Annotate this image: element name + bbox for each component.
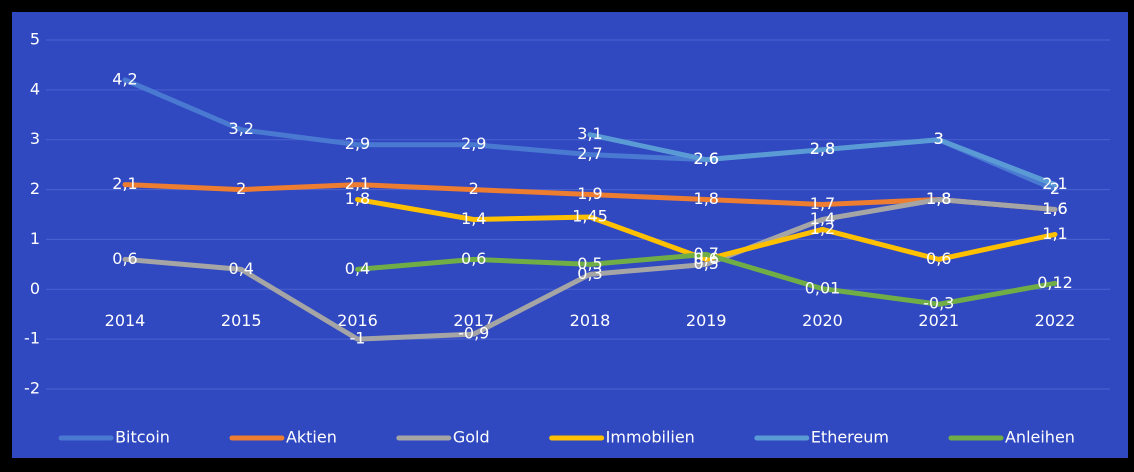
data-label: 1,4 bbox=[461, 209, 486, 228]
y-tick-label: 4 bbox=[30, 79, 40, 98]
data-label: 2,8 bbox=[810, 139, 835, 158]
data-label: 1,8 bbox=[345, 189, 370, 208]
y-tick-label: 1 bbox=[30, 229, 40, 248]
data-label: 1,8 bbox=[694, 189, 719, 208]
data-label: 0,6 bbox=[112, 249, 137, 268]
series-line bbox=[587, 132, 1058, 188]
chart-background bbox=[12, 12, 1128, 458]
data-label: 2,8 bbox=[810, 139, 835, 158]
data-label: -0,3 bbox=[923, 294, 954, 313]
data-label: 3 bbox=[934, 129, 944, 148]
x-tick-label: 2017 bbox=[453, 311, 494, 330]
x-tick-label: 2018 bbox=[570, 311, 611, 330]
series-line bbox=[122, 182, 1058, 213]
data-label: 2,6 bbox=[694, 149, 719, 168]
data-label: 1,8 bbox=[926, 189, 951, 208]
data-label: 3,2 bbox=[229, 119, 254, 138]
data-label: 2 bbox=[236, 179, 246, 198]
data-label: 0,5 bbox=[694, 254, 719, 273]
data-label: 0,6 bbox=[694, 249, 719, 268]
series-line bbox=[355, 197, 1058, 262]
data-label: 2,1 bbox=[112, 174, 137, 193]
data-label: -0,9 bbox=[458, 324, 489, 343]
y-tick-label: 3 bbox=[30, 129, 40, 148]
data-label: 1,1 bbox=[1042, 224, 1067, 243]
data-label: 2,1 bbox=[1042, 174, 1067, 193]
x-tick-label: 2022 bbox=[1035, 311, 1076, 330]
data-label: 1,8 bbox=[926, 189, 951, 208]
y-tick-label: -1 bbox=[24, 329, 40, 348]
y-tick-label: 5 bbox=[30, 30, 40, 49]
data-label: 0,6 bbox=[926, 249, 951, 268]
series-line bbox=[355, 251, 1058, 307]
x-tick-label: 2020 bbox=[802, 311, 843, 330]
x-tick-label: 2014 bbox=[105, 311, 146, 330]
legend-label: Gold bbox=[453, 428, 490, 447]
data-label: 2,9 bbox=[345, 134, 370, 153]
y-tick-label: 2 bbox=[30, 179, 40, 198]
data-label: 2 bbox=[469, 179, 479, 198]
data-label: 2,7 bbox=[577, 144, 602, 163]
x-tick-label: 2019 bbox=[686, 311, 727, 330]
data-label: 2 bbox=[1050, 179, 1060, 198]
data-label: 3,1 bbox=[577, 124, 602, 143]
data-label: 1,6 bbox=[1042, 199, 1067, 218]
data-label: 3 bbox=[934, 129, 944, 148]
y-tick-label: 0 bbox=[30, 279, 40, 298]
data-label: 1,45 bbox=[572, 206, 608, 225]
x-tick-label: 2015 bbox=[221, 311, 262, 330]
legend-label: Anleihen bbox=[1005, 428, 1075, 447]
data-label: 2,6 bbox=[694, 149, 719, 168]
data-label: 1,2 bbox=[810, 219, 835, 238]
data-label: 0,7 bbox=[694, 244, 719, 263]
data-label: 4,2 bbox=[112, 69, 137, 88]
legend-label: Aktien bbox=[286, 428, 337, 447]
legend-label: Bitcoin bbox=[115, 428, 170, 447]
x-tick-label: 2021 bbox=[918, 311, 959, 330]
data-label: -1 bbox=[350, 329, 366, 348]
data-label: 2,9 bbox=[461, 134, 486, 153]
data-label: 0,01 bbox=[805, 278, 841, 297]
data-label: 0,6 bbox=[461, 249, 486, 268]
legend-label: Immobilien bbox=[606, 428, 695, 447]
data-label: 2,1 bbox=[345, 174, 370, 193]
x-tick-label: 2016 bbox=[337, 311, 378, 330]
data-label: 0,12 bbox=[1037, 273, 1073, 292]
data-label: 0,4 bbox=[229, 259, 254, 278]
legend-label: Ethereum bbox=[811, 428, 889, 447]
data-label: 0,4 bbox=[345, 259, 370, 278]
data-label: 0,5 bbox=[577, 254, 602, 273]
y-tick-label: -2 bbox=[24, 379, 40, 398]
data-label: 1,4 bbox=[810, 209, 835, 228]
data-label: 0,3 bbox=[577, 264, 602, 283]
series-line bbox=[122, 197, 1058, 342]
data-label: 1,7 bbox=[810, 194, 835, 213]
data-label: 1,6 bbox=[1042, 199, 1067, 218]
data-label: 1,9 bbox=[577, 184, 602, 203]
